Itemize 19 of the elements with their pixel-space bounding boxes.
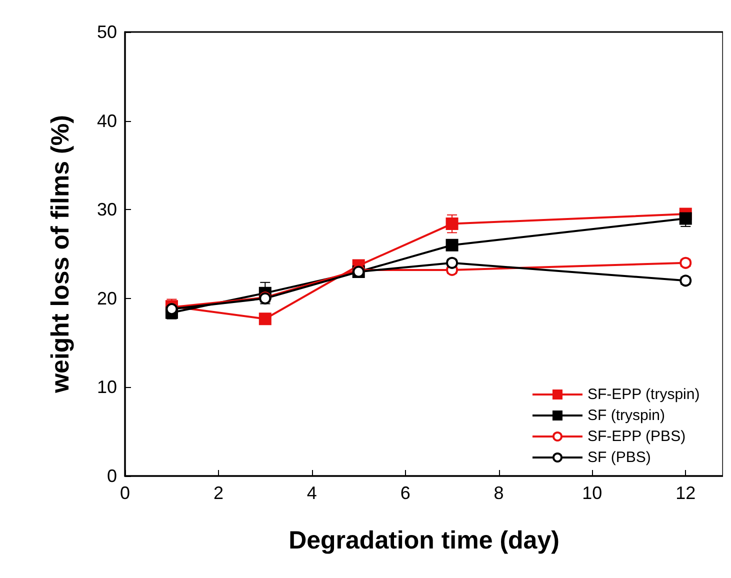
y-tick-label: 40 <box>96 110 117 131</box>
y-tick-label: 20 <box>96 288 117 308</box>
y-tick-label: 50 <box>96 22 117 42</box>
legend-label: SF-EPP (tryspin) <box>587 386 700 403</box>
x-axis-title: Degradation time (day) <box>288 526 560 554</box>
x-tick-label: 12 <box>676 483 696 503</box>
x-tick-label: 6 <box>400 483 410 503</box>
legend-label: SF (PBS) <box>587 449 651 466</box>
y-tick-label: 0 <box>106 466 117 486</box>
legend-label: SF-EPP (PBS) <box>587 428 686 445</box>
x-tick-label: 10 <box>582 483 602 503</box>
legend-label: SF (tryspin) <box>587 407 665 424</box>
y-tick-label: 10 <box>96 377 117 398</box>
y-tick-label: 30 <box>96 200 117 220</box>
x-tick-label: 4 <box>306 483 317 503</box>
x-tick-label: 8 <box>494 483 504 503</box>
y-axis-title: weight loss of films (%) <box>46 115 74 394</box>
x-tick-label: 2 <box>213 483 224 503</box>
x-tick-label: 0 <box>120 483 130 503</box>
